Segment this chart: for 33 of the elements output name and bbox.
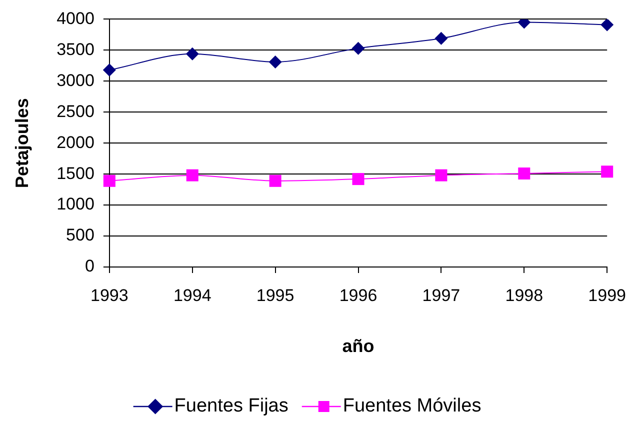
point: [352, 42, 365, 55]
point: [518, 167, 530, 180]
x-tick-label: 1996: [339, 286, 378, 305]
point: [103, 174, 116, 187]
point: [434, 32, 448, 45]
y-tick-label: 3000: [56, 70, 94, 90]
legend-label: Fuentes Fijas: [174, 396, 288, 417]
x-tick-label: 1999: [588, 286, 626, 305]
point: [352, 173, 364, 186]
y-tick-label: 2500: [56, 102, 94, 121]
point: [268, 55, 282, 68]
x-tick-label: 1995: [256, 286, 294, 305]
point: [600, 19, 614, 32]
y-tick-label: 1500: [56, 164, 94, 183]
x-axis-title: año: [342, 336, 374, 356]
point: [269, 174, 282, 187]
y-tick-label: 4000: [56, 8, 94, 28]
x-tick-label: 1998: [505, 286, 544, 305]
x-tick-label: 1997: [422, 286, 460, 305]
x-tick-label: 1994: [173, 286, 212, 305]
y-tick-label: 0: [84, 256, 94, 276]
legend-label: Fuentes Móviles: [342, 396, 482, 417]
y-tick-label: 1000: [56, 194, 94, 214]
y-tick-label: 3500: [56, 40, 94, 59]
y-tick-label: 500: [66, 226, 94, 245]
point: [186, 169, 198, 182]
y-axis-title: Petajoules: [12, 98, 32, 188]
point: [601, 166, 614, 178]
x-tick-label: 1993: [90, 286, 128, 305]
point: [186, 47, 199, 60]
point: [102, 64, 116, 76]
y-tick-label: 2000: [56, 132, 94, 152]
point: [435, 169, 448, 182]
